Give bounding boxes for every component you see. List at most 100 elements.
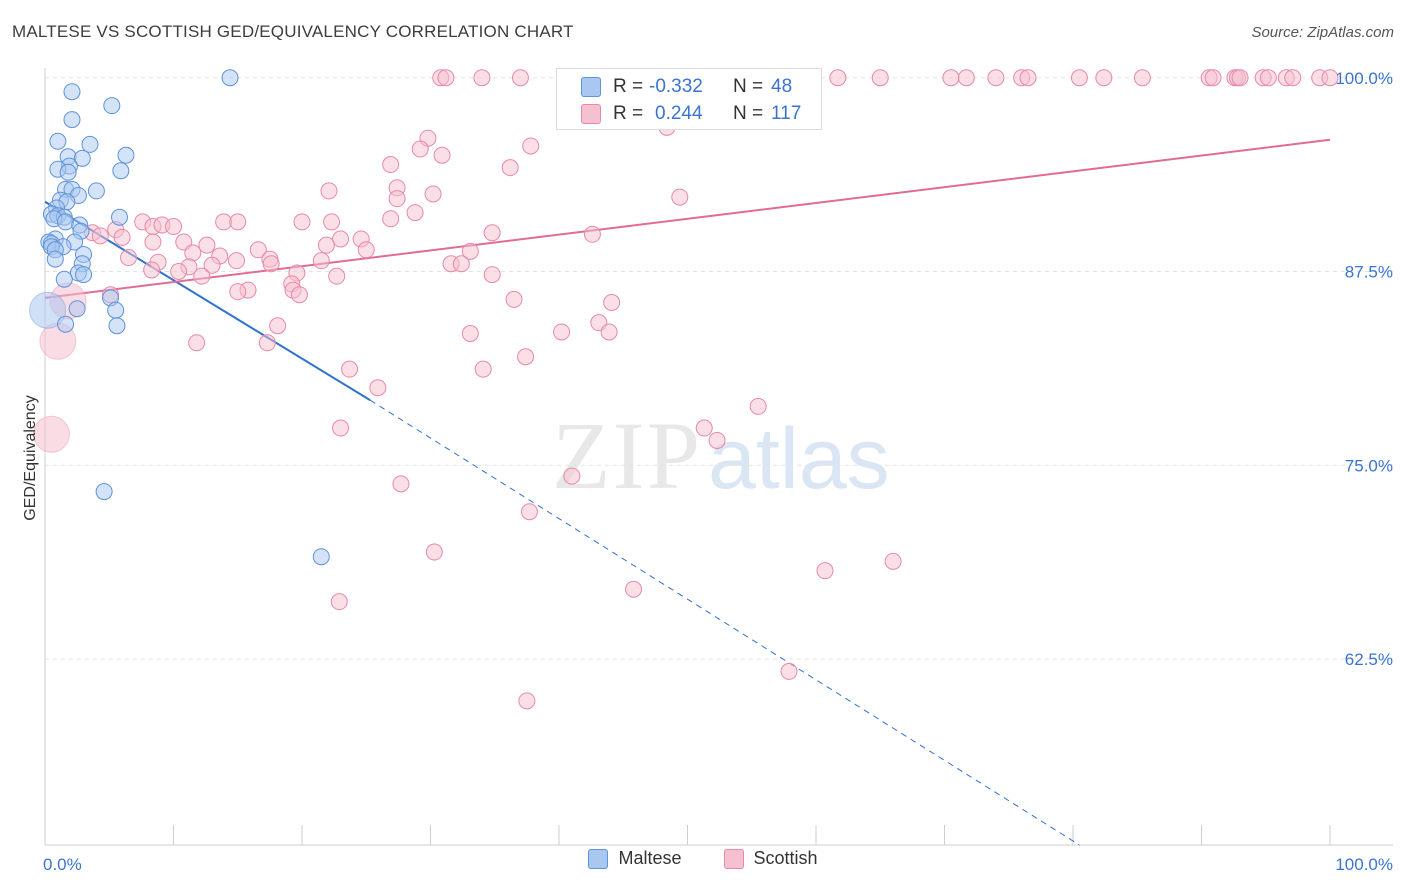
scottish-point — [520, 503, 538, 521]
scottish-point — [461, 325, 479, 342]
y-axis-title: GED/Equivalency — [22, 395, 39, 520]
scottish-point — [341, 360, 359, 378]
maltese-point — [103, 97, 121, 115]
maltese-point — [63, 111, 81, 129]
scottish-point — [91, 227, 109, 245]
r-label: R = — [613, 103, 644, 124]
maltese-point — [112, 162, 130, 180]
scottish-point — [780, 662, 798, 680]
scottish-point — [473, 69, 491, 87]
y-tick-label: 62.5% — [1345, 650, 1393, 669]
n-label: N = — [733, 103, 764, 124]
maltese-legend-swatch — [588, 848, 609, 869]
y-tick-label: 87.5% — [1345, 263, 1393, 282]
maltese-point — [221, 69, 239, 87]
scottish-point — [749, 397, 767, 415]
legend-label: Scottish — [753, 848, 818, 868]
maltese-point — [87, 182, 105, 200]
maltese-point — [75, 266, 93, 284]
scottish-point — [563, 467, 581, 485]
x-tick-label: 100.0% — [1335, 855, 1393, 874]
maltese-point — [73, 149, 91, 167]
data-points — [29, 69, 1339, 710]
maltese-point — [49, 132, 67, 150]
scottish-point — [957, 69, 975, 87]
scottish-point — [320, 182, 338, 200]
scottish-point — [600, 323, 618, 341]
maltese-point — [59, 163, 77, 181]
legend-item-scottish[interactable]: Scottish — [723, 848, 818, 869]
x-tick-label: 0.0% — [43, 855, 82, 874]
scottish-point — [293, 213, 311, 231]
scottish-point — [625, 580, 643, 598]
axis-labels: 100.0% 87.5% 75.0% 62.5% 0.0% 100.0% GED/Equiv… — [22, 69, 1393, 874]
scottish-point — [143, 261, 161, 279]
scottish-point — [382, 156, 400, 174]
scottish-point — [1133, 69, 1151, 87]
n-label: N = — [733, 76, 764, 97]
legend-label: Maltese — [618, 848, 682, 868]
scottish-trend-line — [44, 138, 1331, 299]
scottish-point — [193, 267, 211, 285]
maltese-point — [57, 213, 75, 231]
scottish-point — [229, 283, 247, 301]
scottish-point — [452, 255, 470, 273]
scottish-point — [382, 210, 400, 228]
r-value: -0.332 — [649, 76, 703, 97]
scottish-point — [369, 379, 387, 397]
maltese-point — [111, 208, 129, 226]
scottish-point — [603, 294, 621, 311]
scottish-point — [583, 225, 601, 243]
source-label: Source: ZipAtlas.com — [1251, 24, 1394, 41]
scottish-point — [1231, 69, 1249, 87]
scottish-point — [120, 249, 138, 267]
scottish-point — [290, 286, 308, 304]
scottish-point — [332, 419, 350, 437]
maltese-point — [95, 483, 113, 501]
scottish-point — [433, 146, 451, 164]
scottish-point — [424, 185, 442, 203]
scottish-point — [884, 552, 902, 570]
stats-box: R = -0.332 N = 48 R = 0.244 N = 117 — [556, 68, 822, 130]
scottish-point — [553, 323, 571, 341]
scottish-point — [437, 69, 455, 87]
scottish-point — [708, 431, 726, 449]
scottish-point — [1019, 69, 1037, 87]
scottish-point — [184, 244, 202, 262]
scottish-point — [505, 290, 523, 308]
scottish-point — [695, 419, 713, 437]
scottish-point — [328, 267, 346, 285]
scottish-point — [511, 69, 529, 87]
scottish-point — [269, 317, 287, 335]
chart-title: MALTESE VS SCOTTISH GED/EQUIVALENCY CORR… — [12, 22, 574, 41]
scottish-point — [1095, 69, 1113, 87]
scottish-point — [411, 140, 429, 158]
scottish-point — [215, 213, 233, 231]
maltese-point — [312, 548, 330, 566]
scottish-point — [518, 692, 536, 710]
scottish-swatch — [581, 104, 601, 124]
scottish-large-point — [32, 415, 70, 453]
legend-item-maltese[interactable]: Maltese — [588, 848, 682, 869]
maltese-trend-extension — [369, 399, 1080, 846]
scottish-point — [170, 263, 188, 280]
maltese-point — [81, 135, 99, 153]
scottish-point — [671, 188, 689, 206]
scottish-point — [258, 334, 276, 352]
y-tick-label: 75.0% — [1345, 456, 1393, 475]
r-label: R = — [613, 76, 644, 97]
scottish-legend-swatch — [723, 848, 744, 869]
axes — [44, 68, 1393, 846]
scottish-point — [198, 236, 216, 254]
scottish-point — [1284, 69, 1302, 87]
scottish-point — [317, 236, 335, 254]
legend: Maltese Scottish — [0, 848, 1406, 869]
scottish-point — [165, 218, 182, 236]
scottish-point — [871, 69, 889, 87]
trend-lines — [44, 138, 1331, 846]
gridlines — [45, 77, 1393, 660]
scottish-point — [461, 242, 479, 260]
scottish-point — [392, 475, 410, 493]
maltese-large-point — [29, 291, 67, 329]
scottish-point — [425, 543, 443, 561]
